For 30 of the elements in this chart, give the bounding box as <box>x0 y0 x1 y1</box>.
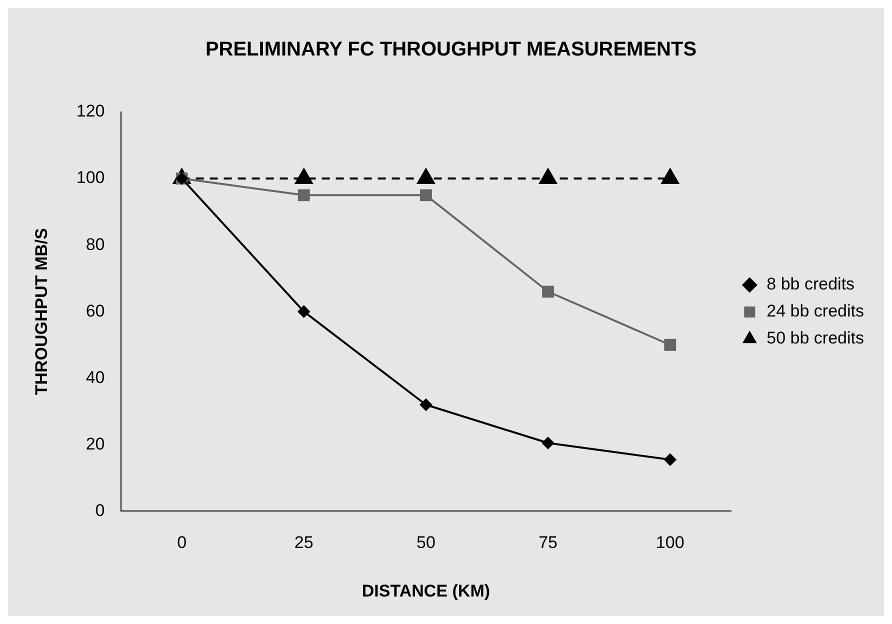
point <box>298 306 310 318</box>
point <box>420 189 432 202</box>
point <box>542 437 554 450</box>
x-tick-label: 100 <box>656 533 684 552</box>
point <box>298 189 310 202</box>
y-axis-title: THROUGHPUT MB/S <box>32 228 51 396</box>
x-tick-label: 75 <box>538 533 558 552</box>
point <box>542 286 554 298</box>
x-tick-label: 0 <box>177 533 187 552</box>
y-tick-label: 120 <box>76 102 105 121</box>
y-tick-label: 80 <box>86 234 105 254</box>
y-tick-label: 40 <box>86 368 105 387</box>
x-tick-label: 50 <box>416 533 436 552</box>
legend-label: 50 bb credits <box>766 328 864 348</box>
point <box>664 338 676 351</box>
x-tick-label: 25 <box>294 533 314 552</box>
point <box>417 168 435 184</box>
chart-title: PRELIMINARY FC THROUGHPUT MEASUREMENTS <box>205 38 697 61</box>
x-axis-title: DISTANCE (KM) <box>362 581 490 600</box>
point <box>295 168 313 184</box>
point <box>664 454 676 466</box>
y-tick-label: 0 <box>95 500 105 520</box>
y-tick-label: 20 <box>86 434 105 454</box>
y-tick-label: 60 <box>86 301 105 320</box>
legend-label: 24 bb credits <box>766 302 864 321</box>
legend-label: 8 bb credits <box>766 274 855 294</box>
y-tick-label: 100 <box>76 168 105 188</box>
point <box>661 168 679 184</box>
point <box>539 168 557 184</box>
point <box>420 398 432 411</box>
